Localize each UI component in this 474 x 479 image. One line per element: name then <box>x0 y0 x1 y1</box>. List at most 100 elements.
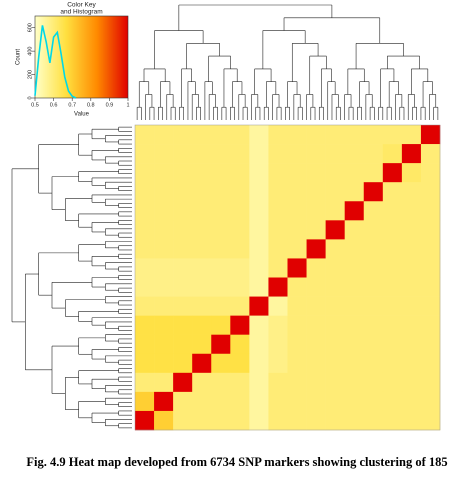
heat-cell <box>344 334 365 355</box>
heat-cell <box>135 239 155 259</box>
heat-cell <box>192 182 212 202</box>
heat-cell <box>192 410 212 431</box>
heat-cell <box>382 201 403 221</box>
heat-cell <box>363 182 384 202</box>
heat-cell <box>154 163 174 183</box>
y-axis-label: Count <box>16 49 22 65</box>
heat-cell <box>211 144 231 164</box>
heat-cell <box>249 277 269 297</box>
heat-cell <box>382 410 403 431</box>
heat-cell <box>211 296 231 316</box>
heat-cell <box>268 410 288 431</box>
heat-cell <box>325 144 345 164</box>
heat-cell <box>154 296 174 316</box>
heat-cell <box>135 353 155 374</box>
heat-cell <box>173 277 193 297</box>
heat-cell <box>401 144 422 164</box>
heat-cell <box>306 201 326 221</box>
heat-cell <box>154 277 174 297</box>
y-tick-label: 200 <box>27 70 33 79</box>
heat-cell <box>230 144 250 164</box>
heat-cell <box>249 144 269 164</box>
histogram-line <box>34 25 77 99</box>
heat-cell <box>401 201 422 221</box>
heat-cell <box>382 277 403 297</box>
heat-cell <box>173 410 193 431</box>
heat-cell <box>154 125 174 145</box>
heat-cell <box>135 182 155 202</box>
heat-cell <box>287 182 307 202</box>
heat-cell <box>268 391 288 412</box>
heat-cell <box>420 144 441 164</box>
heat-cell <box>135 220 155 240</box>
heat-cell <box>344 144 365 164</box>
heat-cell <box>268 296 288 316</box>
heat-cell <box>192 258 212 278</box>
heat-cell <box>154 258 174 278</box>
heat-cell <box>325 296 345 316</box>
heat-cell <box>306 410 326 431</box>
heat-cell <box>211 353 231 374</box>
heat-cell <box>173 201 193 221</box>
heat-cell <box>325 239 345 259</box>
heat-cell <box>268 182 288 202</box>
heat-cell <box>173 334 193 355</box>
heat-cell <box>192 163 212 183</box>
heat-cell <box>249 258 269 278</box>
heat-cell <box>420 410 441 431</box>
heat-cell <box>344 125 365 145</box>
heat-cell <box>382 315 403 335</box>
heat-cell <box>401 220 422 240</box>
heat-cell <box>401 391 422 412</box>
heat-cell <box>135 201 155 221</box>
heat-cell <box>249 315 269 335</box>
heat-cell <box>249 410 269 431</box>
heat-cell <box>135 296 155 316</box>
heat-cell <box>420 220 441 240</box>
heat-cell <box>249 391 269 412</box>
heat-cell <box>154 201 174 221</box>
heat-cell <box>173 163 193 183</box>
heat-cell <box>268 239 288 259</box>
heat-cell <box>401 163 422 183</box>
heat-cell <box>325 353 345 374</box>
heat-cell <box>306 182 326 202</box>
heat-cell <box>211 391 231 412</box>
heat-cell <box>173 391 193 412</box>
heat-cell <box>268 277 288 297</box>
heat-cell <box>135 125 155 145</box>
heat-cell <box>268 220 288 240</box>
heat-cell <box>154 391 174 412</box>
heat-cell <box>192 372 212 393</box>
heat-cell <box>325 163 345 183</box>
heat-cell <box>287 220 307 240</box>
heat-cell <box>211 410 231 431</box>
heat-cell <box>420 334 441 355</box>
heat-cell <box>344 277 365 297</box>
heat-cell <box>173 315 193 335</box>
heat-cell <box>230 296 250 316</box>
heat-cell <box>325 182 345 202</box>
heat-cell <box>268 315 288 335</box>
heat-cell <box>249 125 269 145</box>
heat-cell <box>154 410 174 431</box>
heat-cell <box>363 258 384 278</box>
heat-cell <box>325 258 345 278</box>
heat-cell <box>344 372 365 393</box>
heat-cell <box>135 410 155 431</box>
heat-cell <box>230 258 250 278</box>
heat-cell <box>230 182 250 202</box>
heat-cell <box>287 410 307 431</box>
heat-cell <box>211 163 231 183</box>
heat-cell <box>382 182 403 202</box>
key-title: and Histogram <box>60 9 102 16</box>
x-tick-label: 0.6 <box>50 102 58 108</box>
heat-cell <box>173 258 193 278</box>
heat-cell <box>344 163 365 183</box>
heat-cell <box>420 372 441 393</box>
heat-cell <box>135 258 155 278</box>
heat-cell <box>211 125 231 145</box>
heat-cell <box>135 315 155 335</box>
x-tick-label: 0.7 <box>68 102 76 108</box>
heat-cell <box>135 372 155 393</box>
